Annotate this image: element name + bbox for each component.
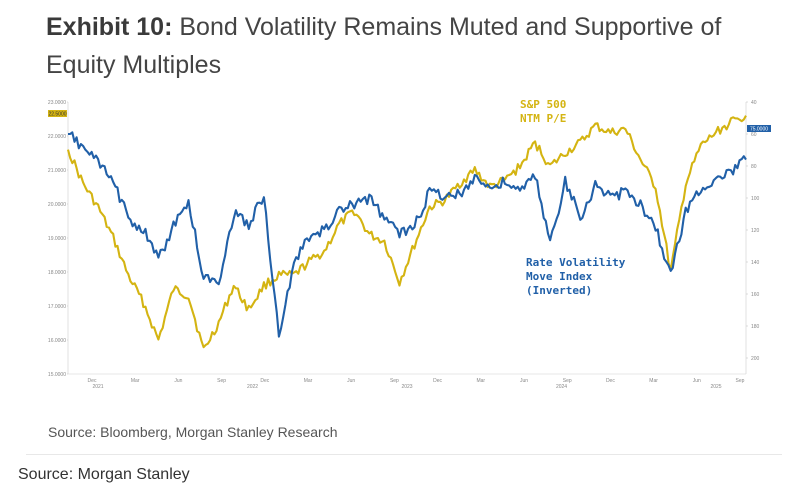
chart-source: Source: Bloomberg, Morgan Stanley Resear…	[48, 424, 338, 440]
x-tick-label: Jun	[174, 378, 182, 384]
exhibit-number: Exhibit 10:	[46, 13, 173, 41]
right-tick-label: 200	[751, 356, 760, 362]
left-tick-label: 15.0000	[48, 372, 66, 378]
left-tick-label: 20.0000	[48, 202, 66, 208]
right-tick-label: 100	[751, 196, 760, 202]
right-tick-label: 180	[751, 324, 760, 330]
move-label-line2: Move Index	[526, 270, 593, 283]
left-current-value-tag	[48, 110, 67, 117]
x-tick-label: Jun	[693, 378, 701, 384]
left-tick-label: 19.0000	[48, 236, 66, 242]
x-year-label: 2023	[401, 384, 412, 390]
left-tick-label: 23.0000	[48, 100, 66, 106]
x-year-label: 2021	[92, 384, 103, 390]
page-source: Source: Morgan Stanley	[18, 466, 190, 483]
right-tick-label: 40	[751, 100, 757, 106]
x-tick-label: Dec	[606, 378, 615, 384]
series-line-move-index	[67, 131, 747, 338]
x-tick-label: Mar	[649, 378, 658, 384]
exhibit-card: Exhibit 10: Bond Volatility Remains Mute…	[26, 0, 782, 455]
right-current-value-tag	[747, 125, 771, 132]
left-tick-label: 22.0000	[48, 134, 66, 140]
left-tick-label: 21.0000	[48, 168, 66, 174]
line-chart: 23.0000 22.0000 21.0000 20.0000 19.0000 18.00…	[48, 98, 771, 390]
right-tick-label: 140	[751, 260, 760, 266]
x-year-label: 2024	[556, 384, 567, 390]
right-tick-label: 160	[751, 292, 760, 298]
left-tick-label: 16.0000	[48, 338, 66, 344]
x-tick-label: Sep	[217, 378, 226, 384]
x-year-label: 2022	[247, 384, 258, 390]
move-label-line3: (Inverted)	[526, 284, 592, 297]
left-tick-label: 18.0000	[48, 270, 66, 276]
x-tick-label: Sep	[563, 378, 572, 384]
x-year-label: 2025	[710, 384, 721, 390]
x-tick-label: Dec	[433, 378, 442, 384]
right-current-value-label: 75.0000	[750, 127, 768, 133]
right-tick-label: 60	[751, 132, 757, 138]
x-tick-label: Mar	[304, 378, 313, 384]
left-tick-label: 17.0000	[48, 304, 66, 310]
chart-area: 23.0000 22.0000 21.0000 20.0000 19.0000 18.00…	[46, 98, 782, 408]
series-line-sp500-pe	[66, 115, 747, 349]
x-tick-label: Mar	[131, 378, 140, 384]
x-tick-label: Jun	[520, 378, 528, 384]
x-tick-label: Mar	[476, 378, 485, 384]
right-tick-label: 120	[751, 228, 760, 234]
sp500-label-line2: NTM P/E	[520, 112, 566, 125]
x-tick-label: Sep	[736, 378, 745, 384]
left-current-value-label: 22.5000	[48, 112, 66, 118]
x-tick-label: Sep	[390, 378, 399, 384]
x-tick-label: Dec	[260, 378, 269, 384]
x-tick-label: Dec	[88, 378, 97, 384]
x-tick-label: Jun	[347, 378, 355, 384]
move-label-line1: Rate Volatility	[526, 256, 626, 269]
right-tick-label: 80	[751, 164, 757, 170]
exhibit-title-text: Bond Volatility Remains Muted and Suppor…	[46, 13, 722, 79]
sp500-label-line1: S&P 500	[520, 98, 566, 111]
exhibit-title: Exhibit 10: Bond Volatility Remains Mute…	[46, 8, 766, 84]
